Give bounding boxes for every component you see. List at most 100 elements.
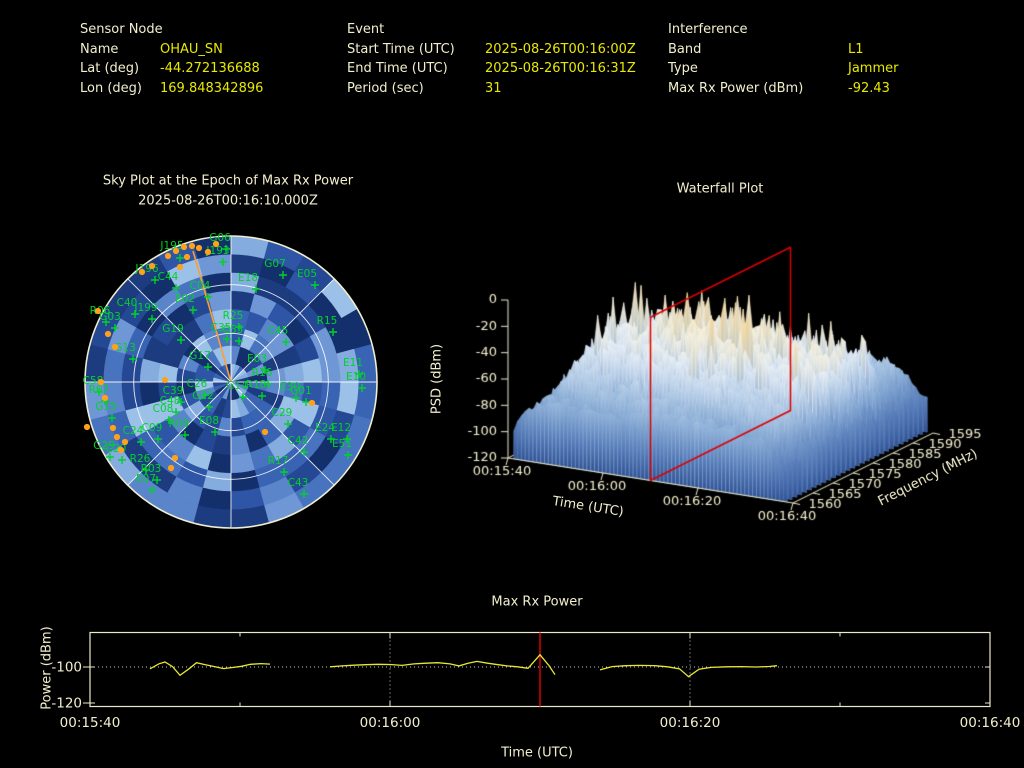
sky-polar-grid: [84, 235, 378, 529]
sensor-lat-row: Lat (deg) -44.272136688: [80, 59, 263, 79]
event-period-label: Period (sec): [347, 80, 424, 96]
satellite-E12: E12: [331, 422, 351, 443]
sensor-node-section: Sensor Node Name OHAU_SN Lat (deg) -44.2…: [80, 20, 263, 98]
waterfall-psd-axis-label: PSD (dBm): [429, 343, 445, 415]
svg-text:R03: R03: [141, 463, 162, 475]
satellite-J199: J199: [133, 302, 158, 323]
interference-type-value: Jammer: [848, 61, 899, 77]
svg-text:C40: C40: [117, 297, 138, 309]
svg-text:-120: -120: [51, 696, 82, 712]
event-start-value: 2025-08-26T00:16:00Z: [485, 41, 636, 57]
svg-text:R09: R09: [169, 418, 190, 430]
satellite-R18: R18: [246, 379, 266, 400]
satellite-E03: E03: [247, 353, 269, 374]
svg-text:G19: G19: [162, 323, 184, 335]
satellite-R16: R16: [252, 367, 273, 388]
sensor-lon-row: Lon (deg) 169.848342896: [80, 79, 263, 99]
sensor-lon-label: Lon (deg): [80, 80, 142, 96]
svg-text:C42: C42: [288, 435, 309, 447]
svg-text:G22: G22: [192, 390, 214, 402]
svg-text:C55: C55: [223, 324, 244, 336]
svg-text:J199: J199: [133, 302, 157, 314]
satellite-R03: R03: [141, 463, 162, 484]
interference-type-label: Type: [668, 61, 698, 77]
svg-text:E02: E02: [175, 293, 195, 305]
satellite-G22: G22: [192, 390, 214, 411]
satellite-E18: E18: [238, 272, 260, 293]
satellite-R25: R25: [223, 310, 243, 331]
svg-text:00:16:00: 00:16:00: [360, 715, 421, 731]
power-plot-xlabel: Time (UTC): [501, 745, 573, 761]
satellite-G13: G13: [114, 342, 137, 363]
satellite-C08: C08: [153, 403, 173, 424]
svg-text:G17: G17: [189, 350, 211, 362]
svg-text:E03: E03: [247, 353, 267, 365]
svg-text:C44: C44: [158, 271, 179, 283]
svg-text:E30: E30: [280, 381, 300, 393]
svg-text:E18: E18: [238, 272, 258, 284]
svg-text:C48: C48: [160, 395, 181, 407]
svg-text:E08: E08: [199, 415, 219, 427]
svg-text:E10: E10: [346, 371, 366, 383]
svg-text:-100: -100: [51, 660, 82, 676]
satellite-G19: G19: [162, 323, 185, 344]
event-section: Event Start Time (UTC) 2025-08-26T00:16:…: [347, 20, 636, 98]
sensor-lon-value: 169.848342896: [160, 80, 264, 96]
satellite-C35: C35: [211, 322, 231, 343]
interference-band-label: Band: [668, 41, 702, 57]
svg-text:C04: C04: [190, 280, 211, 292]
satellite-E02: E02: [175, 293, 197, 314]
satellite-G01: G01: [290, 385, 312, 406]
svg-text:E12: E12: [331, 422, 351, 434]
satellite-R15: R15: [317, 315, 337, 336]
svg-text:J193: J193: [205, 245, 229, 257]
power-plot-area: [83, 631, 991, 708]
svg-text:C39: C39: [163, 385, 184, 397]
interference-bearing-line: [192, 250, 232, 383]
event-end-label: End Time (UTC): [347, 61, 448, 77]
satellite-R09: R09: [169, 418, 190, 439]
power-series-segment-2: [599, 664, 778, 678]
satellite-C04: C04: [190, 280, 212, 301]
satellite-E07: E07: [136, 473, 156, 494]
power-plot-title: Max Rx Power: [491, 594, 583, 610]
interference-title: Interference: [668, 22, 748, 37]
satellite-C42: C42: [288, 435, 309, 456]
sensor-lat-value: -44.272136688: [160, 61, 260, 77]
sun-track-dots: [83, 240, 316, 472]
sensor-node-title: Sensor Node: [80, 22, 163, 37]
event-start-label: Start Time (UTC): [347, 41, 455, 57]
satellite-G17: G17: [189, 350, 212, 371]
event-end-row: End Time (UTC) 2025-08-26T00:16:31Z: [347, 59, 636, 79]
interference-band-value: L1: [848, 41, 864, 57]
svg-text:G15: G15: [95, 401, 117, 413]
satellite-C48: C48: [160, 395, 181, 416]
satellite-C43: C43: [288, 477, 309, 498]
satellite-E10: E10: [346, 371, 366, 392]
svg-text:C45: C45: [268, 325, 289, 337]
svg-text:C43: C43: [288, 477, 309, 489]
interference-power-value: -92.43: [848, 80, 890, 96]
svg-text:C58: C58: [83, 375, 104, 387]
event-period-row: Period (sec) 31: [347, 79, 636, 99]
satellite-E24: E24: [315, 422, 335, 443]
svg-text:E11: E11: [343, 357, 363, 369]
power-series-segment-0: [149, 661, 271, 677]
satellite-E51: E51: [332, 438, 352, 459]
satellite-C58: C58: [83, 375, 104, 396]
svg-text:G01: G01: [290, 385, 312, 397]
satellite-E05: E05: [297, 268, 319, 289]
satellite-E08: E08: [199, 415, 219, 436]
satellite-C29: C29: [272, 407, 292, 428]
waterfall-canvas: [400, 160, 1024, 550]
svg-text:00:16:20: 00:16:20: [660, 715, 721, 731]
svg-text:R07: R07: [89, 384, 110, 396]
power-series-segment-1: [329, 653, 556, 676]
satellite-C24: C24: [123, 425, 145, 446]
sky-plot-subtitle: 2025-08-26T00:16:10.000Z: [138, 193, 318, 209]
svg-text:G29: G29: [93, 440, 115, 452]
sensor-lat-label: Lat (deg): [80, 61, 140, 77]
